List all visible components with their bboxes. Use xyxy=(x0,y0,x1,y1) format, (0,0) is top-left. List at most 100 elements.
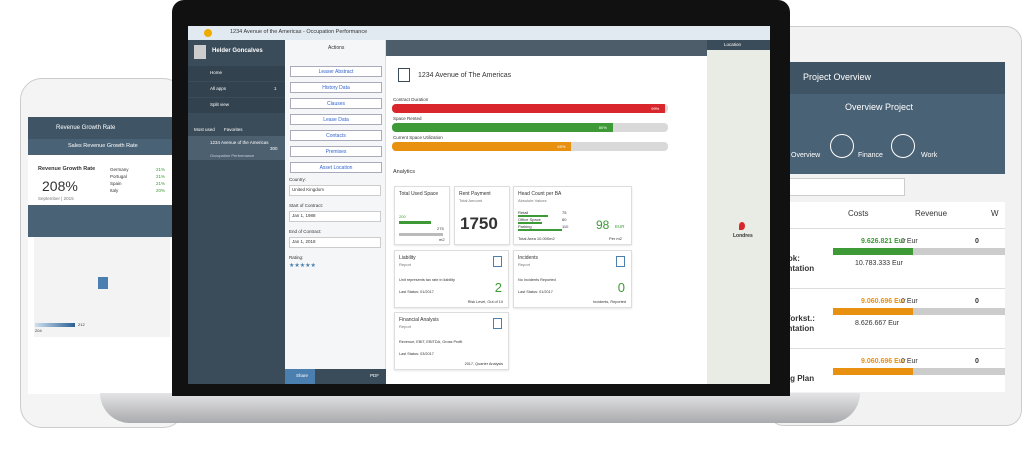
phone-subtitle: Sales Revenue Growth Rate xyxy=(68,143,138,149)
rating-stars: ★★★★★ xyxy=(289,263,316,269)
phone-header xyxy=(28,117,176,139)
bar xyxy=(518,215,548,217)
kpi: 1750 xyxy=(460,214,498,233)
card[interactable]: Total Used Space 200 275 m2 xyxy=(394,186,450,245)
menu-label: Home xyxy=(210,70,223,75)
card[interactable]: Incidents Report No Incidents Reported 0 Las… xyxy=(513,250,632,308)
status: Last Status: 03/2017 xyxy=(399,352,434,356)
kpi: 2 xyxy=(494,280,502,295)
row-divider xyxy=(783,288,1005,289)
share-button[interactable] xyxy=(285,369,315,384)
field-label: Country: xyxy=(289,177,307,182)
column-header: Revenue xyxy=(915,209,948,218)
progress-value: 65% xyxy=(557,143,566,149)
menu-label: Split view xyxy=(210,102,230,107)
tab[interactable]: Finance xyxy=(858,152,883,159)
progress-bar: 99% xyxy=(392,104,666,113)
main-header xyxy=(386,40,707,56)
category: Parking xyxy=(518,224,532,229)
tablet-title: Project Overview xyxy=(803,72,872,82)
legend-scale xyxy=(35,323,75,327)
card-subtitle: Report xyxy=(399,324,412,329)
map-header xyxy=(707,40,770,50)
laptop-screen: 1234 Avenue of the Americas - Occupation… xyxy=(188,26,770,384)
value: 75 xyxy=(562,210,567,215)
phone-subheader xyxy=(28,139,176,155)
caption: Risk Level, Out of 10 xyxy=(467,300,503,304)
tab[interactable]: Work xyxy=(921,152,938,159)
menu-item[interactable] xyxy=(188,66,285,81)
tablet-header xyxy=(783,62,1005,94)
card[interactable]: Head Count per BA Absolute Values Retail… xyxy=(513,186,632,245)
action-button[interactable]: Clauses xyxy=(290,98,382,109)
rating-label: Rating: xyxy=(289,255,304,260)
recent-item[interactable] xyxy=(188,136,285,160)
menu-label: All apps xyxy=(210,86,227,91)
card[interactable]: Rent Payment Total Amount 1750 xyxy=(454,186,510,245)
progress-label: Space Rented xyxy=(393,116,422,121)
kpi: 98 xyxy=(596,218,610,232)
card-title: Financial Analysis xyxy=(399,317,439,323)
menu-item[interactable] xyxy=(188,82,285,97)
action-button[interactable]: Premises xyxy=(290,146,382,157)
row-name: Workst.: entation xyxy=(783,314,815,333)
field-label: End of Contract: xyxy=(289,229,322,234)
field-value: United Kingdom xyxy=(292,187,325,192)
progress-track: 80% xyxy=(392,123,668,132)
progress-value: 99% xyxy=(651,105,660,111)
tab-icon xyxy=(891,134,915,158)
menu-count: 1 xyxy=(274,86,277,91)
search-field[interactable] xyxy=(783,178,905,196)
action-button[interactable]: Lease Data xyxy=(290,114,382,125)
phone-tabs xyxy=(28,205,176,237)
tab[interactable]: Most used xyxy=(194,127,215,132)
progress-label: Contract Duration xyxy=(393,97,429,102)
report-icon xyxy=(493,256,502,267)
field-input[interactable] xyxy=(289,211,381,222)
card-title: Incidents xyxy=(518,255,539,261)
revenue: 0 Eur xyxy=(901,238,918,245)
cost-track xyxy=(913,248,1005,255)
action-button[interactable]: History Data xyxy=(290,82,382,93)
action-button[interactable]: Asset Location xyxy=(290,162,382,173)
bar xyxy=(399,233,443,236)
card[interactable]: Liability Report Unit represents tax rate … xyxy=(394,250,509,308)
progress-value: 80% xyxy=(598,124,607,130)
country: Portugal xyxy=(110,174,127,179)
recent-title: 1234 Avenue of the Americas xyxy=(210,140,269,145)
column-header: W xyxy=(991,209,999,218)
field-input[interactable] xyxy=(289,237,381,248)
menu-item[interactable] xyxy=(188,98,285,113)
section-title: Analytics xyxy=(393,169,416,175)
cost-secondary: 8.626.667 Eur xyxy=(855,320,899,327)
card-title: Total Used Space xyxy=(399,191,439,197)
card-title: Rent Payment xyxy=(459,191,491,197)
tab[interactable]: Favorites xyxy=(224,127,243,132)
pdf-label[interactable]: PDF xyxy=(370,373,379,378)
sidebar xyxy=(188,40,285,384)
value: 110 xyxy=(562,224,569,229)
percent: 21% xyxy=(156,174,166,179)
report-icon xyxy=(493,318,502,329)
cost-track xyxy=(913,308,1005,315)
kpi-caption: Per m2 xyxy=(609,236,622,241)
action-button[interactable]: Leaser Abstract xyxy=(290,66,382,77)
recent-count: 300 xyxy=(270,146,278,151)
map-highlight xyxy=(98,277,108,289)
card-text: No Incidents Reported xyxy=(518,278,556,282)
logo xyxy=(204,29,212,37)
legend-label: 204 xyxy=(35,328,42,333)
tab-icon xyxy=(830,134,854,158)
bar xyxy=(399,221,431,224)
country: Italy xyxy=(110,188,119,193)
laptop-base xyxy=(100,393,860,423)
status: Last Status: 01/2017 xyxy=(518,290,553,294)
work: 0 xyxy=(975,358,979,365)
country: Germany xyxy=(110,167,129,172)
action-button[interactable]: Contacts xyxy=(290,130,382,141)
card[interactable]: Financial Analysis Report Revenue, EBIT, E… xyxy=(394,312,509,370)
actions-title: Actions xyxy=(328,45,345,51)
tab[interactable]: Overview xyxy=(791,152,821,159)
field-input[interactable] xyxy=(289,185,381,196)
